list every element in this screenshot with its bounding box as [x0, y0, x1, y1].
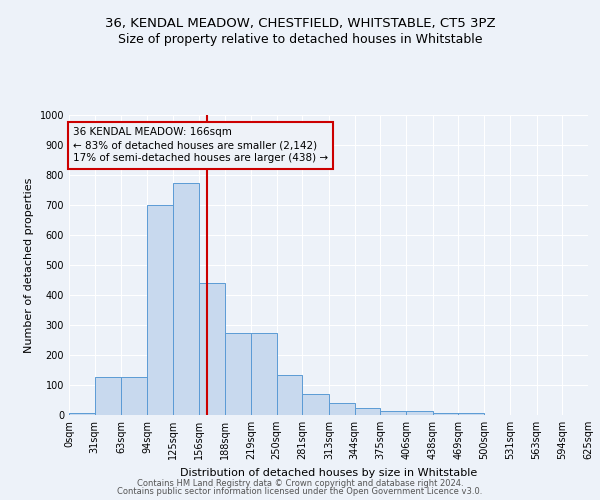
Bar — [380, 410, 406, 415]
Bar — [302, 394, 329, 415]
Bar — [147, 205, 173, 415]
Bar — [95, 376, 121, 415]
Bar — [251, 332, 277, 415]
Bar — [225, 332, 251, 415]
Bar — [173, 182, 199, 415]
Text: 36 KENDAL MEADOW: 166sqm
← 83% of detached houses are smaller (2,142)
17% of sem: 36 KENDAL MEADOW: 166sqm ← 83% of detach… — [73, 127, 328, 164]
X-axis label: Distribution of detached houses by size in Whitstable: Distribution of detached houses by size … — [180, 468, 477, 477]
Bar — [458, 412, 484, 415]
Text: Contains public sector information licensed under the Open Government Licence v3: Contains public sector information licen… — [118, 487, 482, 496]
Bar — [69, 412, 95, 415]
Bar — [406, 412, 433, 415]
Bar — [329, 403, 355, 415]
Bar — [433, 412, 458, 415]
Bar — [355, 408, 380, 415]
Text: Size of property relative to detached houses in Whitstable: Size of property relative to detached ho… — [118, 32, 482, 46]
Bar — [121, 376, 147, 415]
Y-axis label: Number of detached properties: Number of detached properties — [24, 178, 34, 352]
Text: Contains HM Land Registry data © Crown copyright and database right 2024.: Contains HM Land Registry data © Crown c… — [137, 478, 463, 488]
Text: 36, KENDAL MEADOW, CHESTFIELD, WHITSTABLE, CT5 3PZ: 36, KENDAL MEADOW, CHESTFIELD, WHITSTABL… — [104, 18, 496, 30]
Bar — [199, 283, 225, 415]
Bar — [277, 374, 302, 415]
